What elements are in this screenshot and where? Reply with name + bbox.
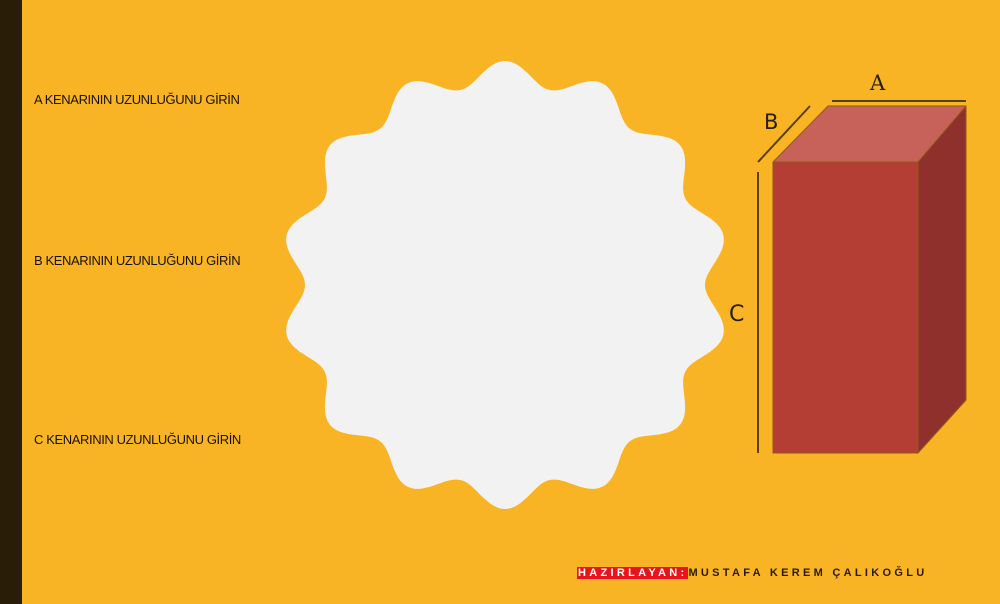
prism-front-face (773, 162, 918, 453)
credit-name: MUSTAFA KEREM ÇALIKOĞLU (688, 567, 928, 579)
dimension-line-b (757, 105, 811, 163)
prism-side-face (918, 106, 966, 453)
author-credit: HAZIRLAYAN:MUSTAFA KEREM ÇALIKOĞLU (577, 567, 928, 579)
wavy-badge-shape (286, 61, 724, 509)
prompt-c-length: C KENARININ UZUNLUĞUNU GİRİN (34, 432, 241, 447)
left-accent-bar (0, 0, 22, 604)
label-b: B (764, 110, 778, 134)
prompt-b-length: B KENARININ UZUNLUĞUNU GİRİN (34, 253, 241, 268)
label-a: A (869, 71, 886, 95)
prompt-a-length: A KENARININ UZUNLUĞUNU GİRİN (34, 92, 240, 107)
prism-top-face (773, 106, 966, 162)
label-c: C (729, 302, 744, 327)
credit-tag: HAZIRLAYAN: (577, 567, 689, 579)
